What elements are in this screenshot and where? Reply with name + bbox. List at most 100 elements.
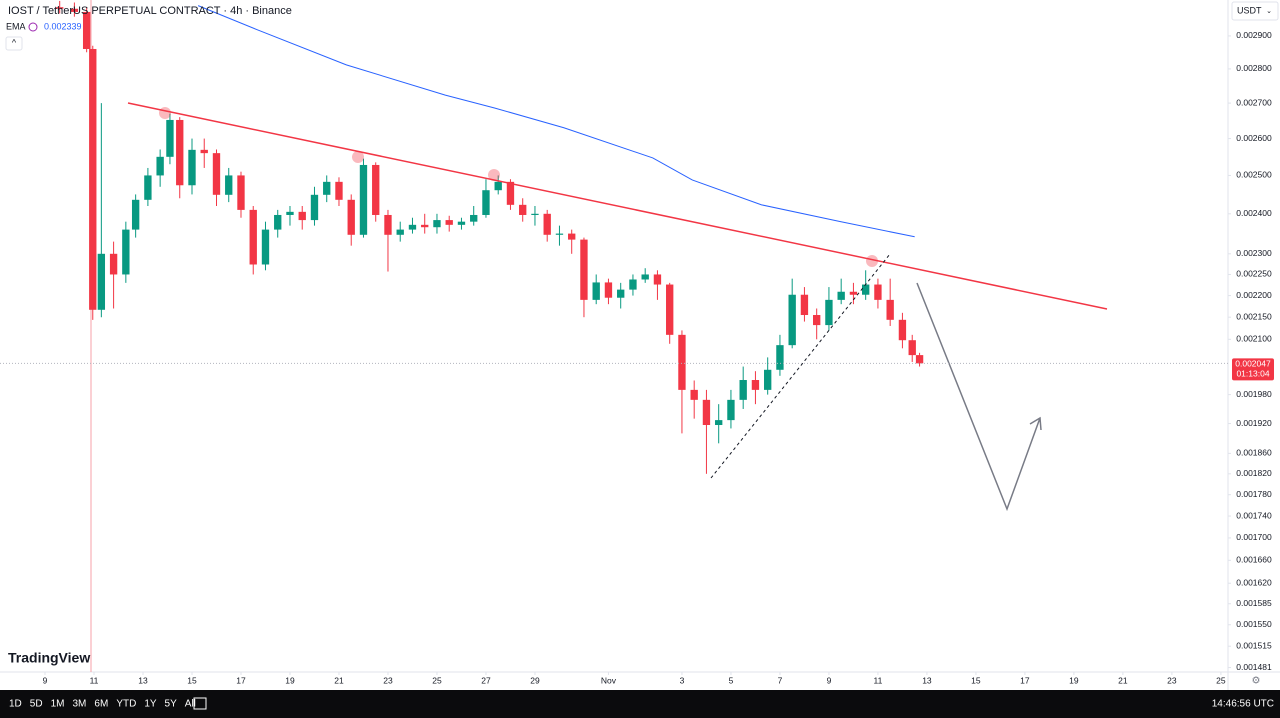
candle-body: [298, 211, 306, 221]
date-range-icon[interactable]: [193, 697, 207, 710]
touch-point: [159, 107, 171, 119]
candle-body: [592, 282, 600, 300]
candle-body: [690, 389, 698, 400]
candle-body: [212, 153, 221, 195]
candle-body: [862, 284, 870, 295]
clock: 14:46:56 UTC: [1212, 699, 1274, 710]
candle-body: [764, 369, 772, 390]
y-tick-label: 0.001740: [1236, 510, 1272, 520]
dropdown-icon: ⌄: [1266, 8, 1272, 15]
candle-body: [200, 149, 208, 154]
last-price: 0.002047: [1235, 359, 1271, 369]
x-tick-label: 25: [1216, 675, 1226, 685]
y-tick-label: 0.001920: [1236, 418, 1272, 428]
y-tick-label: 0.002600: [1236, 133, 1272, 143]
candle-body: [849, 291, 858, 295]
indicator-name: EMA: [6, 21, 26, 31]
candle-body: [886, 299, 894, 320]
x-tick-label: 17: [236, 675, 246, 685]
candle-body: [445, 220, 453, 225]
candle-body: [555, 233, 564, 235]
range-button[interactable]: 1Y: [144, 699, 157, 710]
x-tick-label: 7: [778, 675, 783, 685]
trend-line: [127, 102, 1108, 310]
candle-body: [286, 211, 294, 215]
touch-point: [352, 151, 364, 163]
candle-body: [874, 284, 882, 300]
candle-body: [604, 282, 613, 298]
candle-body: [727, 399, 735, 421]
x-tick-label: 23: [1167, 675, 1177, 685]
candle-body: [97, 253, 106, 310]
candle-body: [384, 214, 392, 235]
projection-arrow: [916, 282, 1041, 512]
candle-body: [568, 233, 576, 240]
candle-body: [109, 253, 118, 275]
y-tick-label: 0.002250: [1236, 269, 1272, 279]
candle-body: [166, 119, 174, 157]
y-tick-label: 0.002400: [1236, 208, 1272, 218]
range-button[interactable]: All: [185, 699, 196, 710]
collapse-button[interactable]: [5, 36, 23, 51]
candle-body: [433, 220, 441, 228]
candle-body: [739, 380, 747, 400]
candle-body: [359, 164, 368, 235]
plot-area: [56, 0, 924, 474]
candle-body: [457, 221, 466, 225]
y-tick-label: 0.001550: [1236, 619, 1272, 629]
candle-body: [813, 315, 821, 326]
candle-body: [506, 181, 515, 205]
x-tick-label: 13: [138, 675, 148, 685]
countdown: 01:13:04: [1236, 369, 1269, 379]
y-tick-label: 0.001515: [1236, 640, 1272, 650]
candle-body: [898, 319, 907, 341]
range-button[interactable]: 1D: [9, 699, 22, 710]
y-tick-label: 0.002100: [1236, 334, 1272, 344]
range-button[interactable]: 3M: [73, 699, 87, 710]
candle-body: [70, 8, 79, 12]
range-button[interactable]: 5Y: [165, 699, 178, 710]
currency: USDT: [1237, 5, 1262, 15]
candle-body: [274, 214, 282, 230]
candle-body: [678, 334, 686, 390]
x-tick-label: 23: [383, 675, 393, 685]
price-badge: [1232, 358, 1274, 381]
candle-body: [482, 190, 490, 215]
candle-body: [629, 279, 637, 290]
range-button[interactable]: 6M: [94, 699, 108, 710]
candle-body: [89, 48, 97, 310]
x-tick-label: 13: [922, 675, 932, 685]
candle-body: [751, 380, 760, 390]
indicator-value: 0.002339: [44, 21, 82, 31]
arrow-head: [1029, 416, 1042, 431]
candle-body: [543, 213, 551, 235]
y-tick-label: 0.001481: [1236, 662, 1272, 672]
x-tick-label: 17: [1020, 675, 1030, 685]
y-tick-label: 0.001620: [1236, 577, 1272, 587]
x-tick-label: 29: [530, 675, 540, 685]
candle-body: [470, 214, 478, 222]
candle-body: [261, 229, 270, 265]
ema-line: [197, 5, 915, 238]
touch-point: [866, 255, 878, 267]
y-tick-label: 0.002150: [1236, 311, 1272, 321]
range-button[interactable]: 5D: [30, 699, 43, 710]
candle-body: [188, 149, 196, 186]
x-tick-label: 11: [874, 675, 883, 685]
currency-select[interactable]: [1231, 1, 1279, 21]
range-button[interactable]: 1M: [51, 699, 65, 710]
candle-body: [225, 175, 233, 195]
y-tick-label: 0.002500: [1236, 170, 1272, 180]
candle-body: [156, 156, 164, 176]
candle-body: [347, 199, 355, 235]
settings-icon[interactable]: ⚙: [1252, 676, 1261, 687]
candle-body: [908, 340, 916, 356]
x-tick-label: 9: [827, 675, 832, 685]
range-button[interactable]: YTD: [116, 699, 136, 710]
candle-body: [237, 175, 245, 210]
candle-body: [915, 355, 924, 364]
candle-body: [519, 204, 527, 215]
x-tick-label: 27: [481, 675, 491, 685]
